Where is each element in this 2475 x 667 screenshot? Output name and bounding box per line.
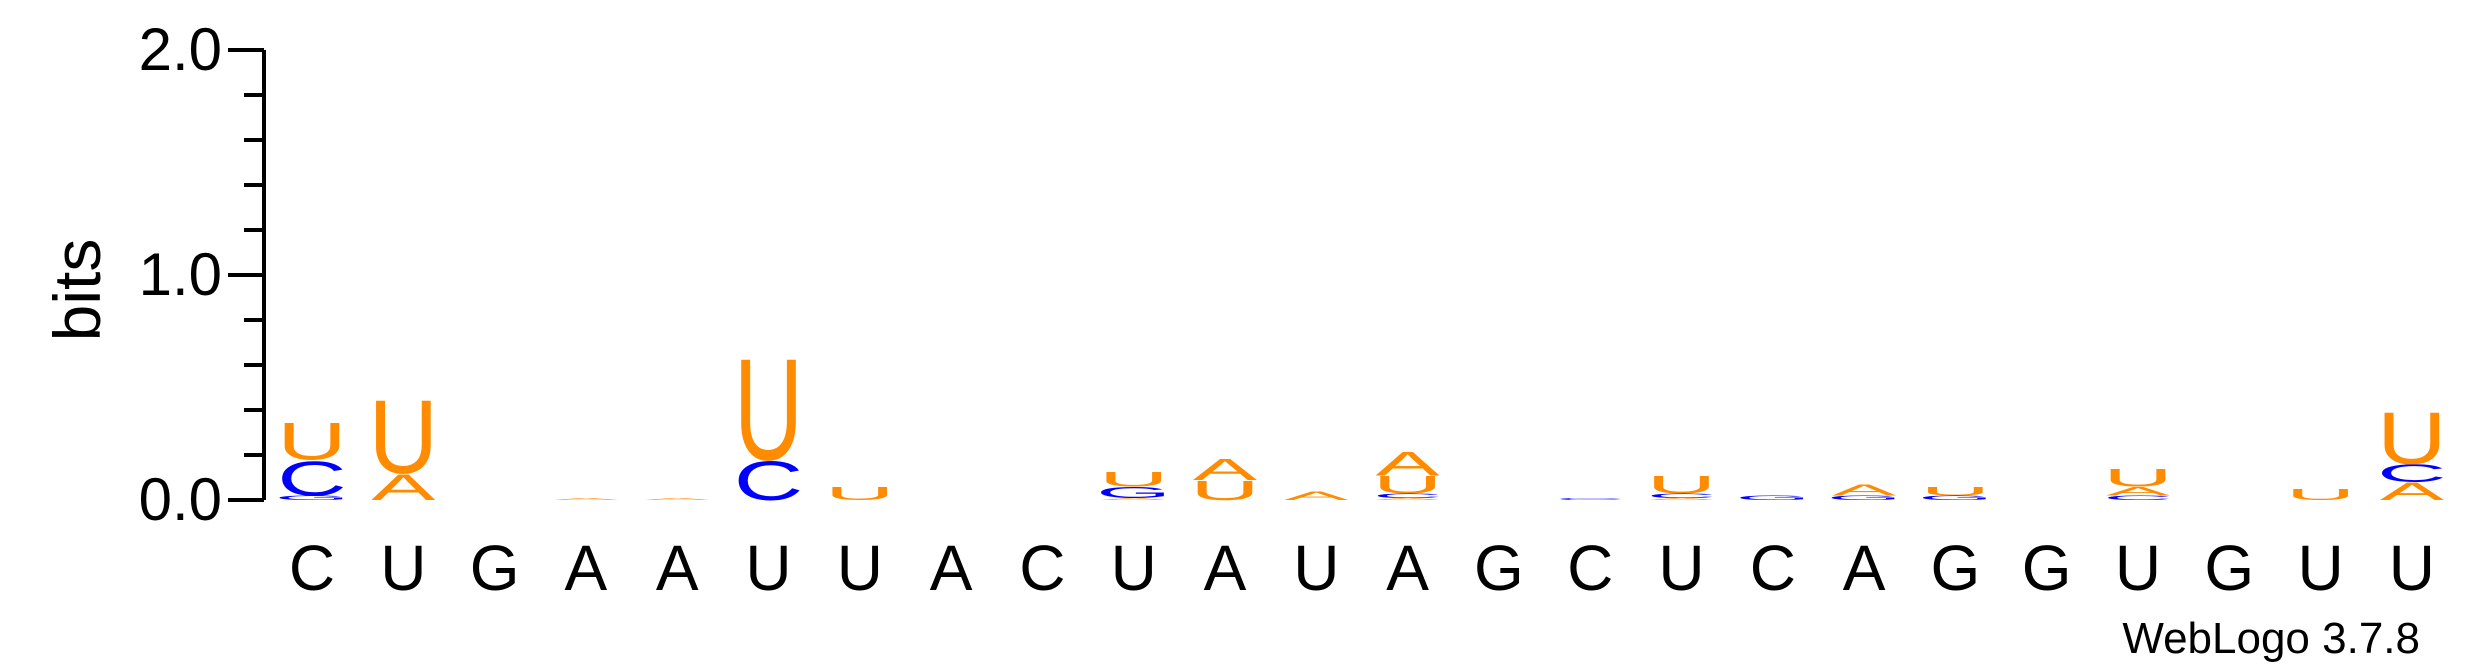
x-tick-label: U	[2389, 532, 2435, 604]
x-tick-label: G	[1474, 532, 1524, 604]
letter-stack: CU	[734, 330, 803, 512]
logo-letter: A	[554, 497, 619, 500]
x-tick-label: U	[380, 532, 426, 604]
logo-letter: C	[1373, 492, 1442, 499]
y-tick-label: 1.0	[139, 241, 222, 308]
logo-letter: A	[2106, 484, 2171, 498]
logo-letter: U	[734, 330, 803, 491]
logo-letter: G	[1827, 494, 1902, 501]
logo-letter: A	[2380, 478, 2444, 506]
logo-letter: G	[1735, 494, 1810, 501]
logo-letter: U	[277, 413, 346, 471]
letter-stack: GCU	[275, 413, 350, 507]
x-tick-label: A	[1386, 532, 1429, 604]
x-tick-label: A	[565, 532, 608, 604]
x-tick-label: A	[1843, 532, 1886, 604]
logo-letter: U	[1647, 471, 1716, 499]
letter-stack: AU	[369, 379, 438, 508]
x-tick-label: U	[745, 532, 791, 604]
logo-letter: A	[1376, 445, 1440, 483]
logo-letter: U	[825, 483, 894, 504]
x-tick-label: U	[1293, 532, 1339, 604]
logo-letter: U	[2377, 398, 2446, 481]
x-tick-label: G	[1931, 532, 1981, 604]
x-tick-label: C	[289, 532, 335, 604]
letter-stack: A	[554, 497, 619, 500]
x-tick-label: U	[2115, 532, 2161, 604]
logo-letter: U	[1921, 484, 1990, 498]
letter-stack: ACU	[2377, 398, 2446, 506]
letter-stack: GA	[1827, 482, 1902, 502]
logo-letter: C	[1647, 492, 1716, 499]
x-tick-label: A	[656, 532, 699, 604]
logo-letter: U	[2286, 486, 2355, 503]
y-axis-label: bits	[40, 239, 114, 342]
x-tick-label: G	[2204, 532, 2254, 604]
x-tick-label: G	[470, 532, 520, 604]
x-tick-label: C	[1567, 532, 1613, 604]
y-tick-label: 0.0	[139, 466, 222, 533]
logo-letter: A	[645, 497, 710, 500]
x-tick-label: U	[1111, 532, 1157, 604]
logo-letter: A	[1832, 482, 1896, 499]
x-tick-label: C	[1750, 532, 1796, 604]
logo-letter: C	[2103, 494, 2172, 501]
logo-letter: G	[1918, 494, 1993, 501]
x-tick-label: U	[837, 532, 883, 604]
logo-letter: A	[1284, 489, 1349, 503]
logo-letter: A	[371, 467, 436, 508]
logo-letter: A	[1102, 497, 1167, 500]
logo-letter: C	[2377, 460, 2446, 488]
letter-stack: G	[1735, 494, 1810, 501]
logo-letter: C	[1555, 497, 1624, 500]
logo-letter: G	[275, 494, 350, 501]
logo-letter: A	[1376, 497, 1441, 500]
letter-stack: A	[1284, 489, 1349, 503]
x-tick-label: U	[1658, 532, 1704, 604]
y-tick-label: 2.0	[139, 16, 222, 83]
x-tick-label: C	[1019, 532, 1065, 604]
logo-letter: U	[369, 379, 438, 496]
y-axis: 2.0 1.0 0.0	[139, 16, 266, 533]
weblogo-credit: WebLogo 3.7.8	[2122, 614, 2420, 663]
letter-stack: ACU	[1647, 471, 1716, 501]
letter-stack: A	[645, 497, 710, 500]
logo-letter: C	[277, 452, 346, 507]
letter-stack: UA	[1190, 452, 1259, 506]
logo-letter: C	[734, 450, 803, 512]
x-tick-label: G	[2022, 532, 2072, 604]
logo-letter: G	[1096, 484, 1171, 501]
letter-stack: GU	[1918, 484, 1993, 501]
letter-stack: U	[825, 483, 894, 504]
logo-letter: U	[1373, 471, 1442, 499]
logo-letter: U	[1190, 475, 1259, 506]
letter-stack: U	[2286, 486, 2355, 503]
x-tick-label: A	[1204, 532, 1247, 604]
x-tick-label: U	[2297, 532, 2343, 604]
x-tick-label: A	[930, 532, 973, 604]
logo-letter: U	[2103, 464, 2172, 492]
logo-letter: A	[1193, 452, 1258, 487]
letter-stack: C	[1555, 497, 1624, 500]
letter-stack: CAU	[2103, 464, 2172, 501]
letter-stack: AGU	[1096, 467, 1171, 501]
logo-letter: U	[1099, 467, 1168, 491]
logo-letter: A	[1649, 497, 1714, 500]
